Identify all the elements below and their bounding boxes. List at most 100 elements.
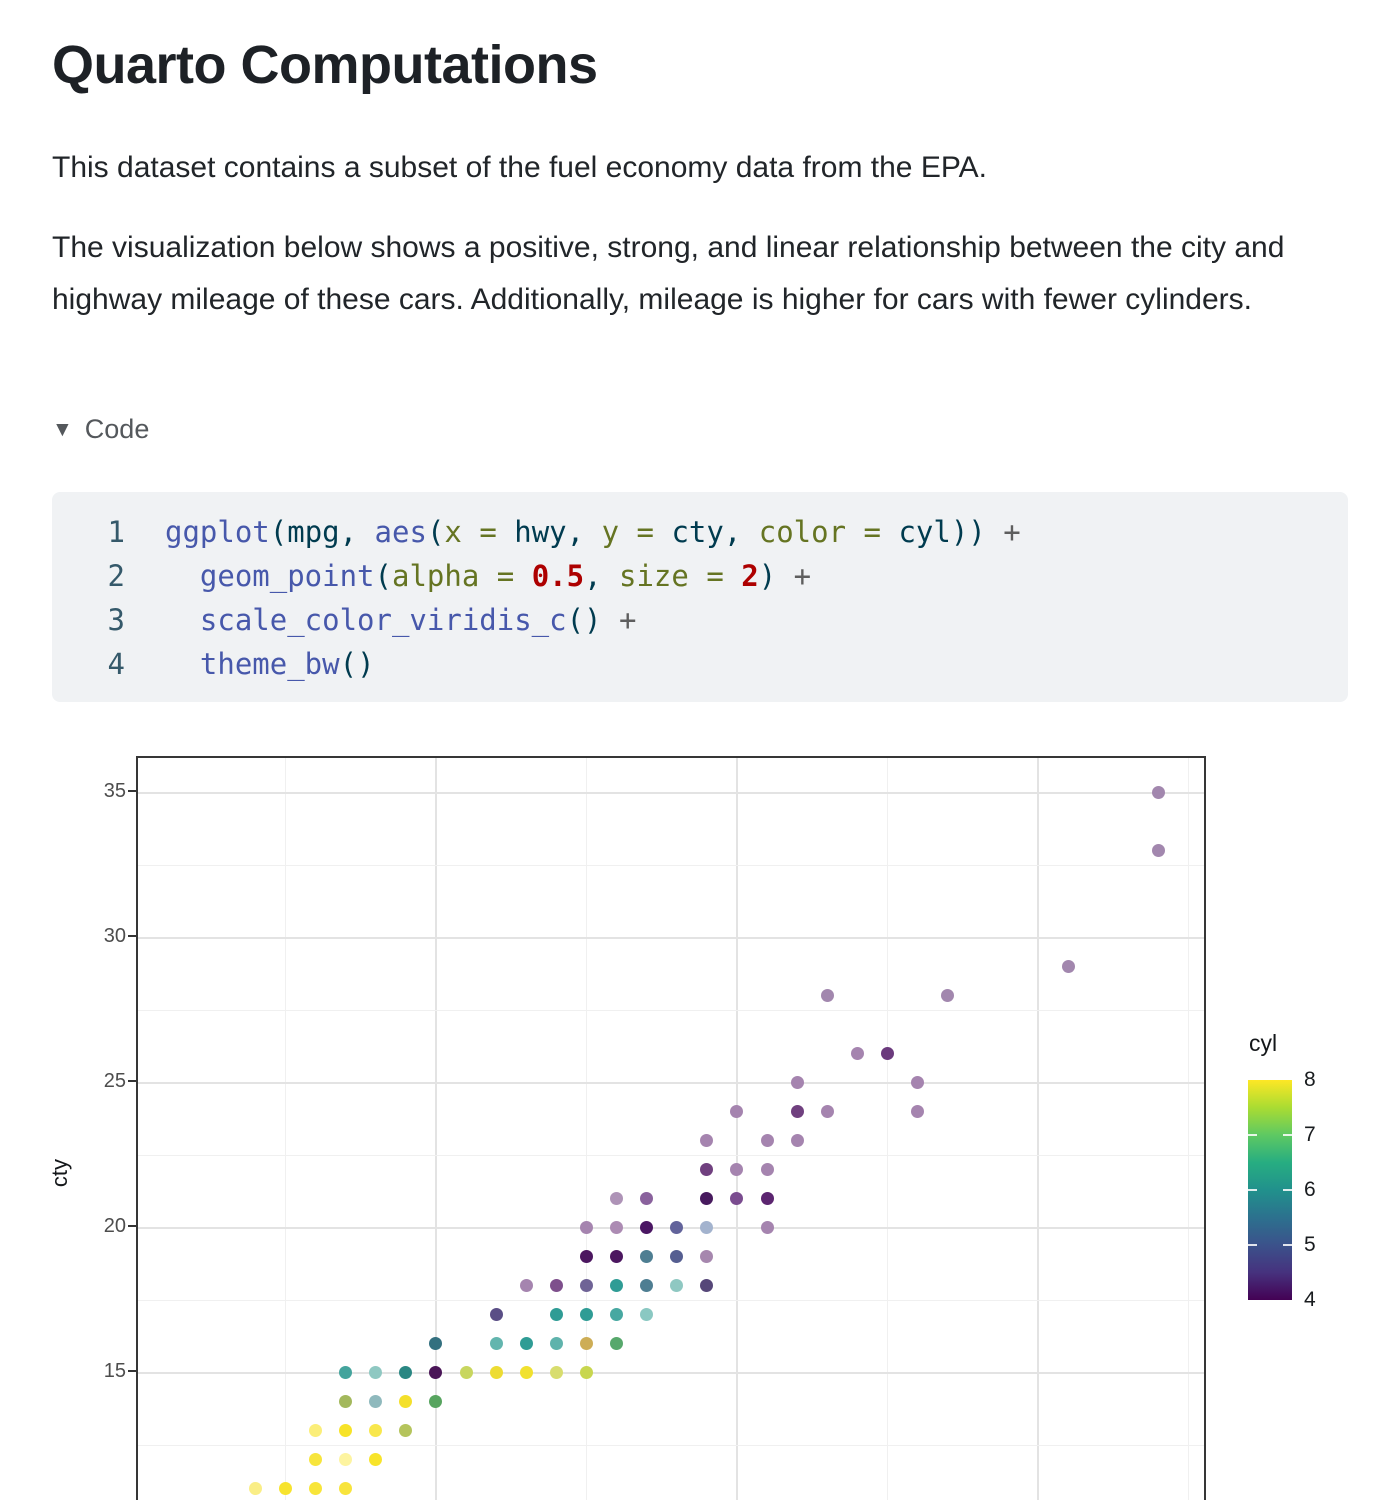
line-number: 4 (107, 647, 125, 681)
data-point-hwy35-cty26 (880, 1047, 894, 1061)
data-point-hwy30-cty21 (730, 1192, 744, 1206)
y-tick-mark-25 (128, 1079, 136, 1082)
y-tick-mark-15 (128, 1369, 136, 1372)
y-axis-title: cty (47, 1158, 73, 1188)
code-line: 2 geom_point(alpha = 0.5, size = 2) + (52, 554, 1348, 598)
gridline-v-35 (886, 758, 888, 1500)
data-point-hwy25-cty16 (579, 1337, 593, 1351)
data-point-hwy27-cty19 (640, 1250, 654, 1264)
data-point-hwy18-cty15 (369, 1366, 383, 1380)
data-point-hwy31-cty20 (760, 1221, 774, 1235)
data-point-hwy18-cty13 (369, 1424, 383, 1438)
gridline-h-17.5 (138, 1299, 1204, 1301)
data-point-hwy29-cty18 (700, 1279, 714, 1293)
code-line: 4 theme_bw() (52, 642, 1348, 686)
data-point-hwy21-cty15 (459, 1366, 473, 1380)
legend-notch-6 (1248, 1189, 1257, 1191)
page-title: Quarto Computations (52, 35, 598, 95)
code-line: 3 scale_color_viridis_c() + (52, 598, 1348, 642)
data-point-hwy31-cty21 (760, 1192, 774, 1206)
data-point-hwy16-cty13 (309, 1424, 323, 1438)
data-point-hwy25-cty18 (579, 1279, 593, 1293)
gridline-v-25 (585, 758, 587, 1500)
legend-label-8: 8 (1304, 1068, 1316, 1091)
gridline-h-35 (138, 791, 1204, 794)
data-point-hwy23-cty16 (519, 1337, 533, 1351)
data-point-hwy23-cty15 (519, 1366, 533, 1380)
data-point-hwy20-cty14 (429, 1395, 443, 1409)
data-point-hwy19-cty14 (399, 1395, 413, 1409)
data-point-hwy19-cty13 (399, 1424, 413, 1438)
data-point-hwy26-cty17 (610, 1308, 624, 1322)
legend-notch-7 (1248, 1134, 1257, 1136)
data-point-hwy31-cty23 (760, 1134, 774, 1148)
data-point-hwy26-cty19 (610, 1250, 624, 1264)
data-point-hwy27-cty20 (640, 1221, 654, 1235)
legend-notch-5 (1248, 1244, 1257, 1246)
data-point-hwy14-cty11 (248, 1482, 262, 1496)
gridline-v-45 (1187, 758, 1189, 1500)
data-point-hwy26-cty20 (610, 1221, 624, 1235)
legend-notch-7 (1283, 1134, 1292, 1136)
gridline-h-25 (138, 1081, 1204, 1084)
y-tick-mark-35 (128, 789, 136, 792)
data-point-hwy32-cty23 (790, 1134, 804, 1148)
y-tick-mark-20 (128, 1224, 136, 1227)
y-tick-label-35: 35 (103, 779, 126, 802)
legend-label-5: 5 (1304, 1233, 1316, 1256)
data-point-hwy16-cty11 (309, 1482, 323, 1496)
line-number: 3 (107, 603, 125, 637)
data-point-hwy22-cty17 (489, 1308, 503, 1322)
gridline-h-15 (138, 1371, 1204, 1374)
data-point-hwy24-cty18 (549, 1279, 563, 1293)
y-tick-label-25: 25 (103, 1069, 126, 1092)
data-point-hwy27-cty17 (640, 1308, 654, 1322)
legend-title: cyl (1249, 1030, 1278, 1056)
data-point-hwy26-cty16 (610, 1337, 624, 1351)
data-point-hwy18-cty14 (369, 1395, 383, 1409)
legend-notch-5 (1283, 1244, 1292, 1246)
data-point-hwy29-cty21 (700, 1192, 714, 1206)
data-point-hwy36-cty25 (911, 1076, 925, 1090)
data-point-hwy28-cty19 (670, 1250, 684, 1264)
data-point-hwy22-cty15 (489, 1366, 503, 1380)
code-text: scale_color_viridis_c() + (199, 603, 637, 637)
data-point-hwy17-cty11 (339, 1482, 353, 1496)
gridline-h-20 (138, 1226, 1204, 1229)
gridline-h-12.5 (138, 1444, 1204, 1446)
gridline-v-15 (284, 758, 286, 1500)
data-point-hwy25-cty19 (579, 1250, 593, 1264)
data-point-hwy44-cty33 (1151, 844, 1165, 858)
data-point-hwy24-cty15 (549, 1366, 563, 1380)
data-point-hwy17-cty15 (339, 1366, 353, 1380)
code-line: 1 ggplot(mpg, aes(x = hwy, y = cty, color… (52, 510, 1348, 554)
data-point-hwy22-cty16 (489, 1337, 503, 1351)
data-point-hwy30-cty22 (730, 1163, 744, 1177)
line-number: 2 (107, 559, 125, 593)
gridline-h-27.5 (138, 1009, 1204, 1011)
data-point-hwy28-cty20 (670, 1221, 684, 1235)
y-tick-mark-30 (128, 934, 136, 937)
data-point-hwy19-cty15 (399, 1366, 413, 1380)
data-point-hwy29-cty22 (700, 1163, 714, 1177)
intro-paragraph: This dataset contains a subset of the fu… (52, 151, 987, 184)
code-fold-toggle[interactable]: ▼ Code (52, 414, 149, 445)
code-text: theme_bw() (199, 647, 375, 681)
gridline-h-30 (138, 936, 1204, 939)
gridline-v-20 (434, 758, 437, 1500)
legend-label-4: 4 (1304, 1288, 1316, 1311)
data-point-hwy32-cty25 (790, 1076, 804, 1090)
code-text: geom_point(alpha = 0.5, size = 2) + (199, 559, 812, 593)
legend-label-7: 7 (1304, 1123, 1316, 1146)
gridline-h-22.5 (138, 1154, 1204, 1156)
description-paragraph: The visualization below shows a positive… (52, 231, 1285, 316)
code-fold-details: ▼ Code (52, 414, 149, 445)
gridline-h-32.5 (138, 864, 1204, 866)
data-point-hwy27-cty18 (640, 1279, 654, 1293)
data-point-hwy27-cty21 (640, 1192, 654, 1206)
data-point-hwy33-cty24 (820, 1105, 834, 1119)
data-point-hwy36-cty24 (911, 1105, 925, 1119)
plot-panel (136, 756, 1206, 1500)
data-point-hwy20-cty16 (429, 1337, 443, 1351)
